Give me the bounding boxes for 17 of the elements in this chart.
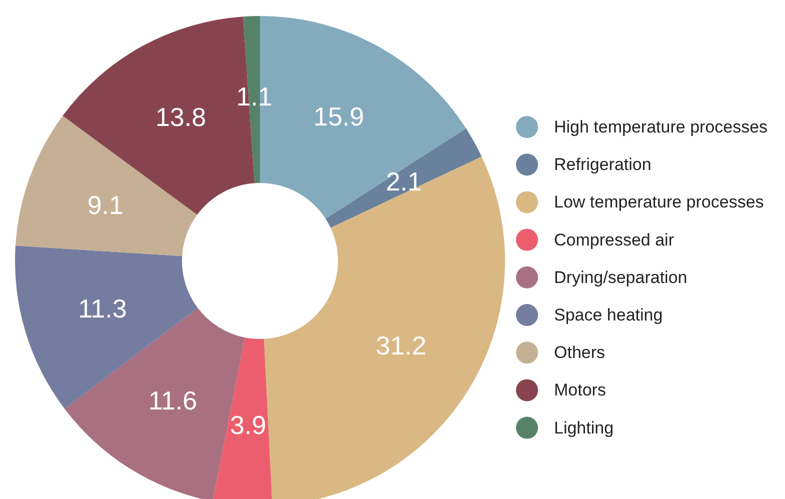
- data-label: 3.9: [230, 410, 266, 440]
- data-label: 15.9: [313, 102, 364, 132]
- legend-label: Compressed air: [554, 230, 674, 250]
- legend-label: High temperature processes: [554, 118, 768, 136]
- legend-label: Refrigeration: [554, 155, 652, 174]
- legend-label: Low temperature processes: [554, 192, 764, 212]
- data-label: 2.1: [386, 166, 422, 196]
- data-label: 31.2: [376, 330, 426, 361]
- legend-label: Space heating: [554, 306, 663, 324]
- data-label: 13.8: [155, 102, 206, 132]
- legend-label: Others: [554, 343, 606, 362]
- data-label: 9.1: [87, 190, 124, 220]
- legend-label: Drying/separation: [554, 268, 688, 287]
- data-label: 11.6: [148, 385, 198, 416]
- legend-label: Motors: [554, 380, 606, 400]
- legend-label: Lighting: [554, 418, 614, 438]
- data-label: 11.3: [78, 293, 127, 324]
